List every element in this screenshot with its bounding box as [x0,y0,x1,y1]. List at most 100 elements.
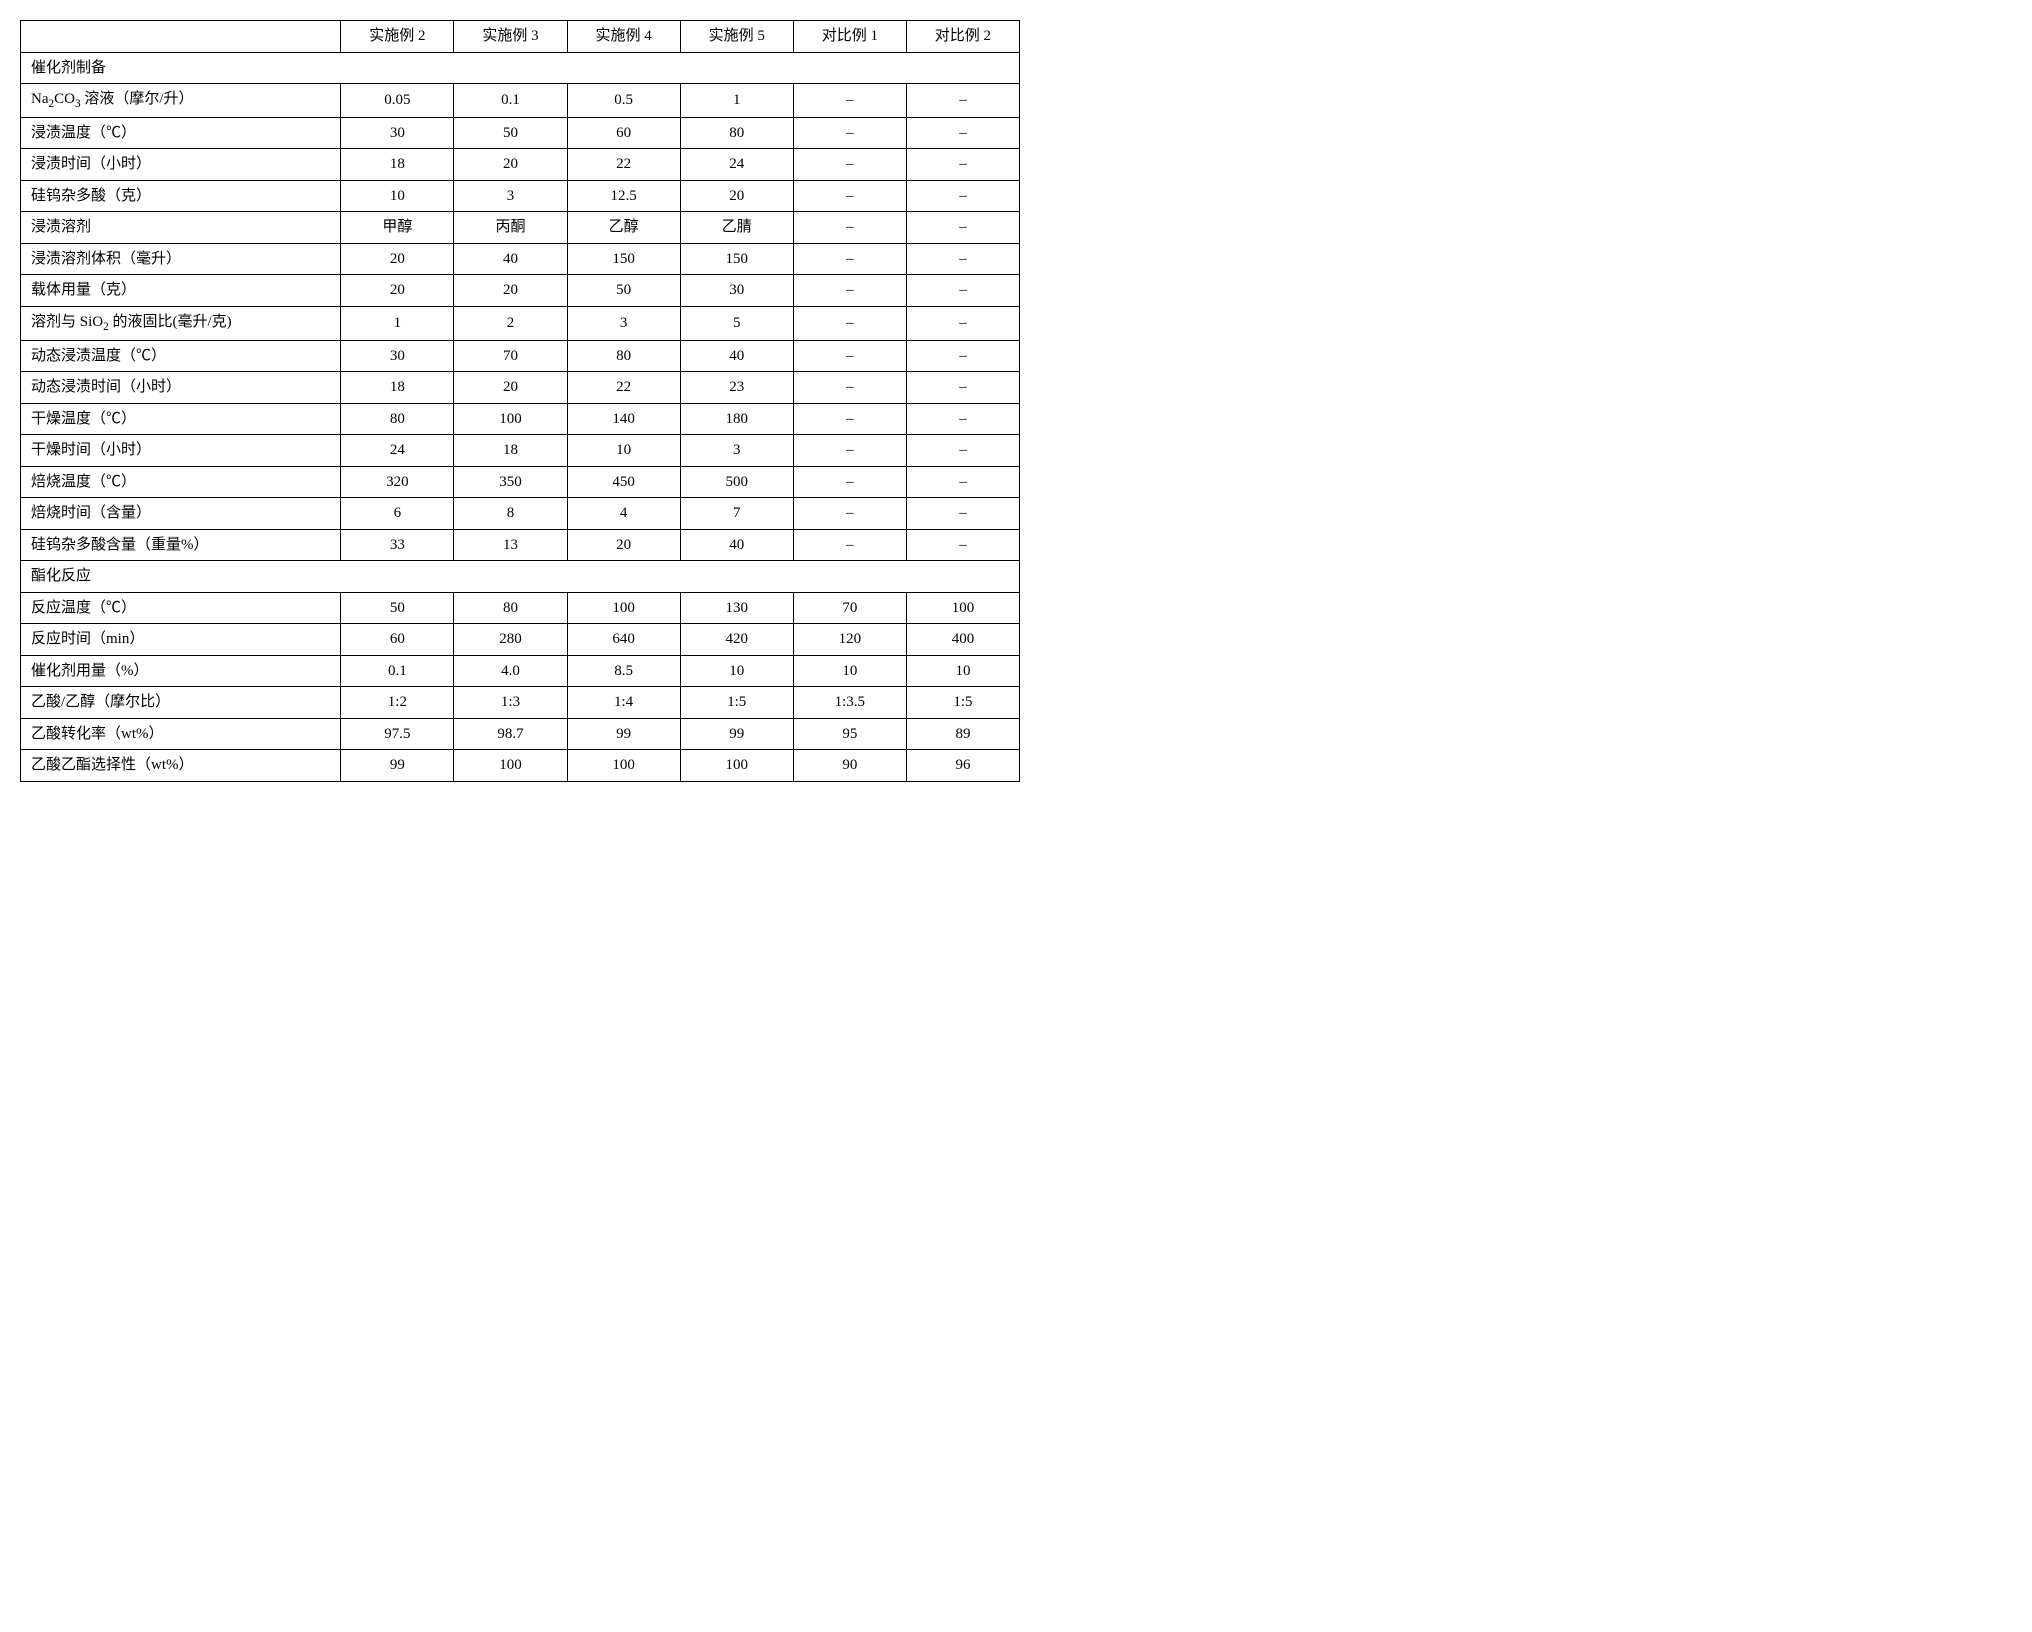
row-label: 浸渍温度（℃） [21,117,341,149]
table-row: 反应时间（min）60280640420120400 [21,624,1020,656]
row-label: 干燥温度（℃） [21,403,341,435]
data-cell: 10 [567,435,680,467]
table-row: 硅钨杂多酸（克）10312.520–– [21,180,1020,212]
table-row: 动态浸渍温度（℃）30708040–– [21,340,1020,372]
data-cell: 33 [341,529,454,561]
data-cell: 20 [680,180,793,212]
data-cell: 20 [567,529,680,561]
data-cell: 99 [341,750,454,782]
data-cell: 7 [680,498,793,530]
data-cell: 96 [906,750,1019,782]
column-header: 实施例 2 [341,21,454,53]
data-cell: 100 [567,592,680,624]
row-label: 浸渍溶剂体积（毫升） [21,243,341,275]
data-cell: 280 [454,624,567,656]
column-header: 对比例 1 [793,21,906,53]
data-cell: 4.0 [454,655,567,687]
table-row: 乙酸乙酯选择性（wt%）991001001009096 [21,750,1020,782]
data-cell: 10 [906,655,1019,687]
data-cell: 90 [793,750,906,782]
data-cell: 60 [341,624,454,656]
data-cell: 13 [454,529,567,561]
empty-header [21,21,341,53]
data-cell: 98.7 [454,718,567,750]
table-row: 催化剂用量（%）0.14.08.5101010 [21,655,1020,687]
data-cell: 23 [680,372,793,404]
data-cell: 22 [567,149,680,181]
data-cell: 30 [680,275,793,307]
data-cell: – [906,340,1019,372]
row-label: 焙烧温度（℃） [21,466,341,498]
data-cell: 70 [454,340,567,372]
data-cell: 20 [454,149,567,181]
data-cell: 99 [567,718,680,750]
table-row: Na2CO3 溶液（摩尔/升）0.050.10.51–– [21,84,1020,118]
data-cell: 甲醇 [341,212,454,244]
data-cell: 1:5 [906,687,1019,719]
row-label: Na2CO3 溶液（摩尔/升） [21,84,341,118]
table-row: 溶剂与 SiO2 的液固比(毫升/克)1235–– [21,306,1020,340]
section-title: 催化剂制备 [21,52,1020,84]
data-cell: 140 [567,403,680,435]
data-cell: 120 [793,624,906,656]
data-cell: 95 [793,718,906,750]
data-cell: 640 [567,624,680,656]
data-cell: 150 [680,243,793,275]
data-cell: 10 [793,655,906,687]
data-cell: – [906,403,1019,435]
data-cell: – [793,403,906,435]
data-cell: 1:3 [454,687,567,719]
data-cell: 70 [793,592,906,624]
data-cell: 450 [567,466,680,498]
data-cell: 180 [680,403,793,435]
data-cell: 130 [680,592,793,624]
data-cell: 80 [454,592,567,624]
data-cell: 99 [680,718,793,750]
table-row: 反应温度（℃）508010013070100 [21,592,1020,624]
data-cell: – [793,180,906,212]
data-cell: 8.5 [567,655,680,687]
data-cell: 乙腈 [680,212,793,244]
data-cell: 3 [680,435,793,467]
data-cell: 1:4 [567,687,680,719]
row-label: 催化剂用量（%） [21,655,341,687]
data-cell: 60 [567,117,680,149]
data-cell: 4 [567,498,680,530]
data-cell: 80 [567,340,680,372]
data-cell: – [906,180,1019,212]
row-label: 反应温度（℃） [21,592,341,624]
data-cell: 0.05 [341,84,454,118]
data-cell: 8 [454,498,567,530]
data-cell: – [793,275,906,307]
section-header-row: 催化剂制备 [21,52,1020,84]
data-cell: 10 [680,655,793,687]
data-cell: 20 [341,243,454,275]
data-cell: – [793,117,906,149]
data-cell: 0.1 [454,84,567,118]
table-row: 乙酸/乙醇（摩尔比）1:21:31:41:51:3.51:5 [21,687,1020,719]
data-cell: – [906,149,1019,181]
data-cell: 500 [680,466,793,498]
data-cell: 3 [567,306,680,340]
data-cell: 100 [906,592,1019,624]
data-cell: 50 [567,275,680,307]
data-cell: – [906,117,1019,149]
table-row: 干燥温度（℃）80100140180–– [21,403,1020,435]
data-cell: – [906,529,1019,561]
data-cell: – [793,529,906,561]
data-cell: – [793,212,906,244]
data-cell: 丙酮 [454,212,567,244]
data-cell: – [793,372,906,404]
data-cell: – [906,275,1019,307]
row-label: 浸渍时间（小时） [21,149,341,181]
experiment-table: 实施例 2实施例 3实施例 4实施例 5对比例 1对比例 2催化剂制备Na2CO… [20,20,1020,782]
data-cell: 2 [454,306,567,340]
column-header: 实施例 4 [567,21,680,53]
row-label: 浸渍溶剂 [21,212,341,244]
data-cell: 12.5 [567,180,680,212]
data-cell: 350 [454,466,567,498]
table-row: 焙烧时间（含量）6847–– [21,498,1020,530]
data-cell: – [906,498,1019,530]
row-label: 动态浸渍时间（小时） [21,372,341,404]
data-cell: 24 [341,435,454,467]
